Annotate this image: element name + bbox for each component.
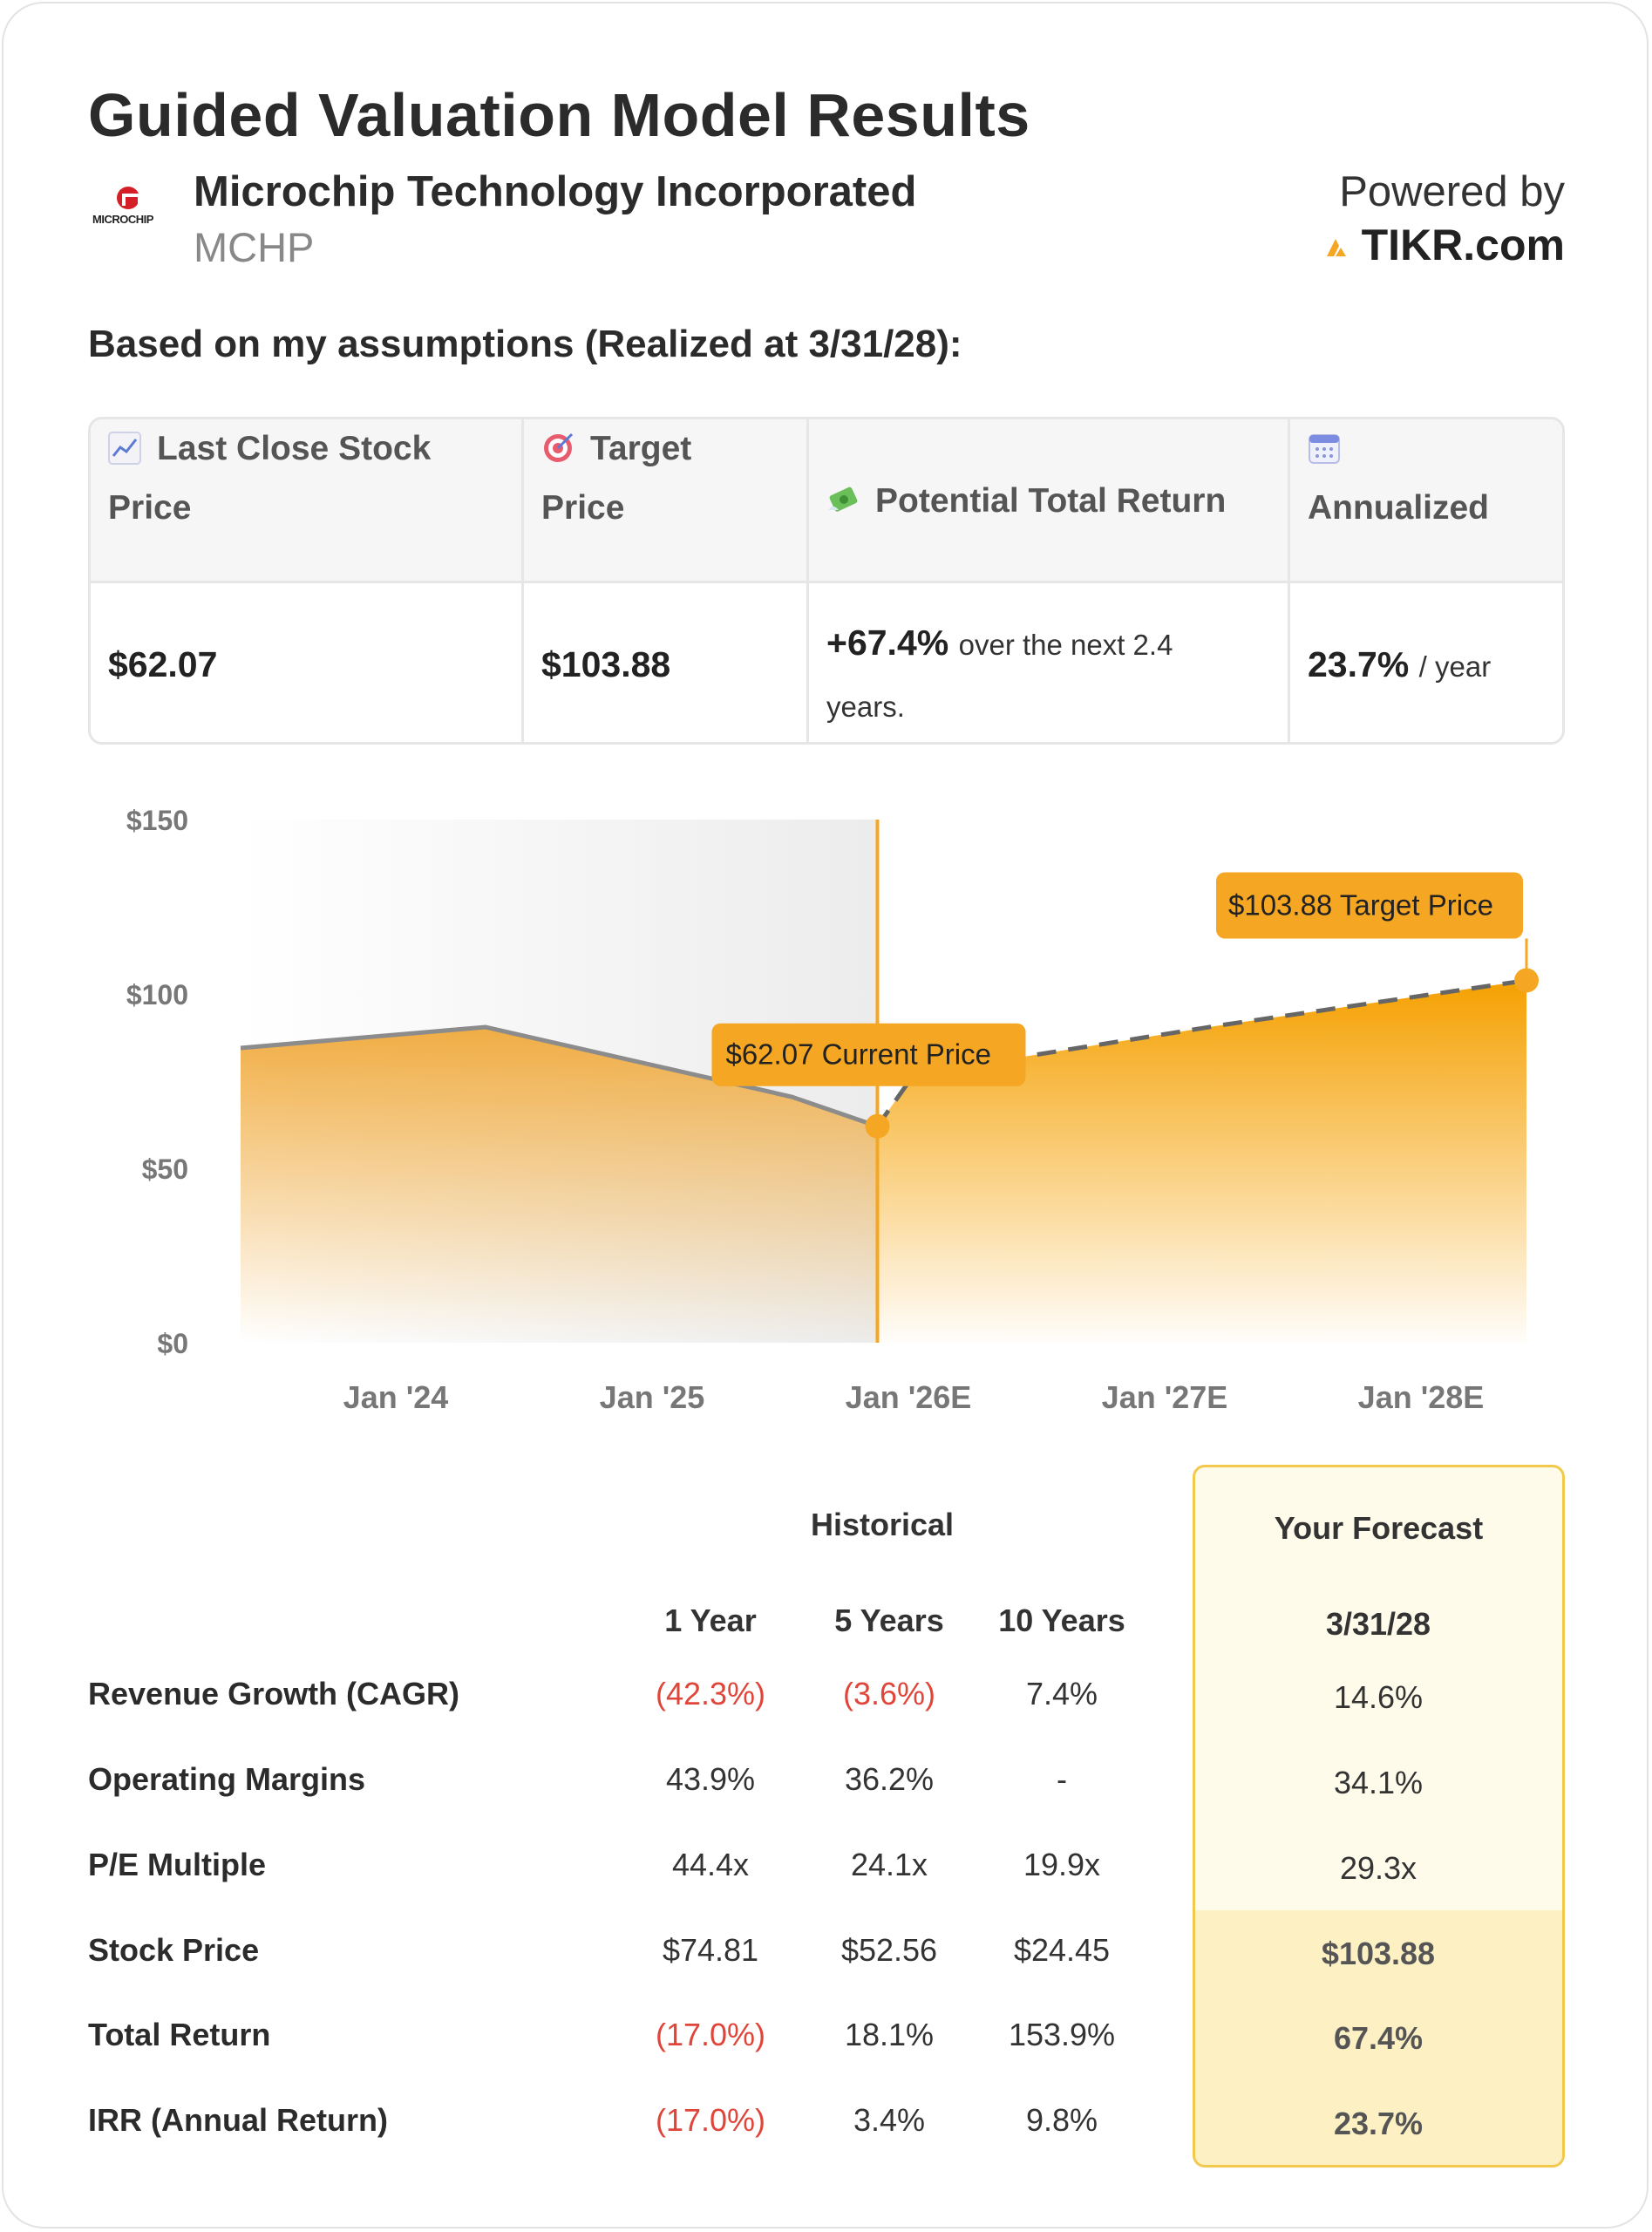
summary-header-target: Target Price [541,419,691,538]
cell-1-year: 43.9% [665,1761,756,1797]
cell-1-year: (42.3%) [655,1676,766,1711]
total-return-period-end: years. [826,691,905,723]
price-chart-svg: $150 $100 $50 $0 Jan '24 Jan '25 Jan '26E Jan … [126,805,1539,1415]
cell-1-year: (17.0%) [655,2017,766,2052]
historical-group-header: Historical [810,1507,955,1542]
microchip-logo-icon [117,187,141,209]
summary-header-label: Price [108,489,192,527]
cell-1-year: (17.0%) [655,2102,766,2138]
company-ticker: MCHP [194,224,315,270]
assumptions-subtitle: Based on my assumptions (Realized at 3/3… [88,323,962,365]
row-label: Stock Price [88,1932,260,1968]
summary-table: Last Close Stock Price Target Price Pote… [88,417,1565,745]
summary-header-label: Target [590,430,692,467]
x-tick-label: Jan '27E [1102,1379,1228,1415]
cell-10-years: 19.9x [1023,1847,1101,1882]
y-tick-label: $100 [126,979,188,1011]
target-price-tooltip: $103.88 Target Price [1216,872,1523,939]
y-tick-label: $50 [142,1153,188,1185]
calendar-icon [1309,434,1340,464]
summary-header-label: Potential Total Return [875,482,1227,520]
cell-5-years: 18.1% [844,2017,935,2052]
cell-10-years: - [1057,1761,1067,1797]
x-tick-label: Jan '28E [1358,1379,1485,1415]
page-title: Guided Valuation Model Results [88,81,1030,149]
historical-area [241,1027,878,1343]
col-5-years: 5 Years [834,1603,944,1638]
current-price-label: $62.07 Current Price [725,1038,991,1071]
money-with-wings-icon [828,487,858,512]
summary-col-last-close [91,419,524,742]
current-price-point[interactable] [865,1113,890,1139]
summary-header-label: Annualized [1308,489,1490,527]
cell-forecast: 14.6% [1333,1679,1424,1715]
forecast-group-header: Your Forecast [1274,1510,1484,1546]
cell-5-years: 36.2% [844,1761,935,1797]
cell-10-years: $24.45 [1013,1932,1111,1968]
row-label: Total Return [88,2017,271,2052]
target-icon [544,432,574,462]
row-label: Operating Margins [88,1761,366,1797]
current-price-tooltip: $62.07 Current Price [711,1023,1026,1086]
company-logo: MICROCHIP [92,187,166,232]
total-return-value: +67.4% over the next 2.4 years. [826,613,1173,737]
total-return-period: over the next 2.4 [958,629,1173,661]
col-1-year: 1 Year [664,1603,757,1638]
tikr-brand-text: TIKR.com [1361,221,1565,269]
cell-1-year: $74.81 [662,1932,759,1968]
summary-header-label: Price [541,489,625,527]
forecast-highlight [1195,1910,1562,2165]
cell-5-years: 24.1x [850,1847,928,1882]
summary-header-label: Last Close Stock [157,430,432,467]
x-tick-label: Jan '25 [600,1379,705,1415]
forecast-area [877,980,1526,1343]
summary-col-target [524,419,809,742]
row-label: IRR (Annual Return) [88,2102,388,2138]
annualized-suffix: / year [1418,650,1492,683]
col-forecast-date: 3/31/28 [1325,1606,1431,1642]
cell-10-years: 9.8% [1025,2102,1098,2138]
tikr-brand[interactable]: TIKR.com [1323,220,1565,270]
annualized-value: 23.7% / year [1308,644,1491,685]
x-tick-label: Jan '26E [846,1379,972,1415]
row-label: P/E Multiple [88,1847,267,1882]
target-price-label: $103.88 Target Price [1228,888,1493,921]
cell-forecast: 67.4% [1333,2020,1424,2056]
price-chart: $150 $100 $50 $0 Jan '24 Jan '25 Jan '26E Jan … [88,785,1570,1447]
summary-header-total-return: Potential Total Return [826,472,1226,531]
historical-price-line [240,1024,879,1129]
x-tick-label: Jan '24 [343,1379,449,1415]
cell-10-years: 153.9% [1008,2017,1116,2052]
chart-increasing-icon [108,432,141,465]
cell-forecast: 23.7% [1333,2106,1424,2141]
logo-text: MICROCHIP [92,213,153,226]
total-return-percent: +67.4% [826,623,949,663]
cell-forecast: 34.1% [1333,1765,1424,1800]
summary-header-last-close: Last Close Stock Price [108,419,431,538]
cell-forecast: $103.88 [1321,1936,1436,1971]
cell-10-years: 7.4% [1025,1676,1098,1711]
last-close-value: $62.07 [108,644,218,684]
cell-5-years: 3.4% [853,2102,926,2138]
target-price-point[interactable] [1514,968,1539,993]
y-tick-label: $0 [157,1328,188,1359]
target-price-value: $103.88 [541,644,671,684]
y-tick-label: $150 [126,805,188,836]
summary-col-total-return [809,419,1290,742]
row-label: Revenue Growth (CAGR) [88,1676,460,1711]
powered-by-label: Powered by [1339,168,1565,215]
col-10-years: 10 Years [998,1603,1125,1638]
forecast-panel [1193,1465,1565,2167]
annualized-percent: 23.7% [1308,644,1410,684]
cell-5-years: (3.6%) [842,1676,936,1711]
summary-header-annualized: Annualized [1308,419,1489,538]
cell-forecast: 29.3x [1339,1850,1417,1886]
tikr-logo-icon [1326,239,1346,256]
cell-1-year: 44.4x [671,1847,750,1882]
forecast-price-line [875,978,1527,1128]
cell-5-years: $52.56 [840,1932,938,1968]
company-name: Microchip Technology Incorporated [194,168,917,215]
